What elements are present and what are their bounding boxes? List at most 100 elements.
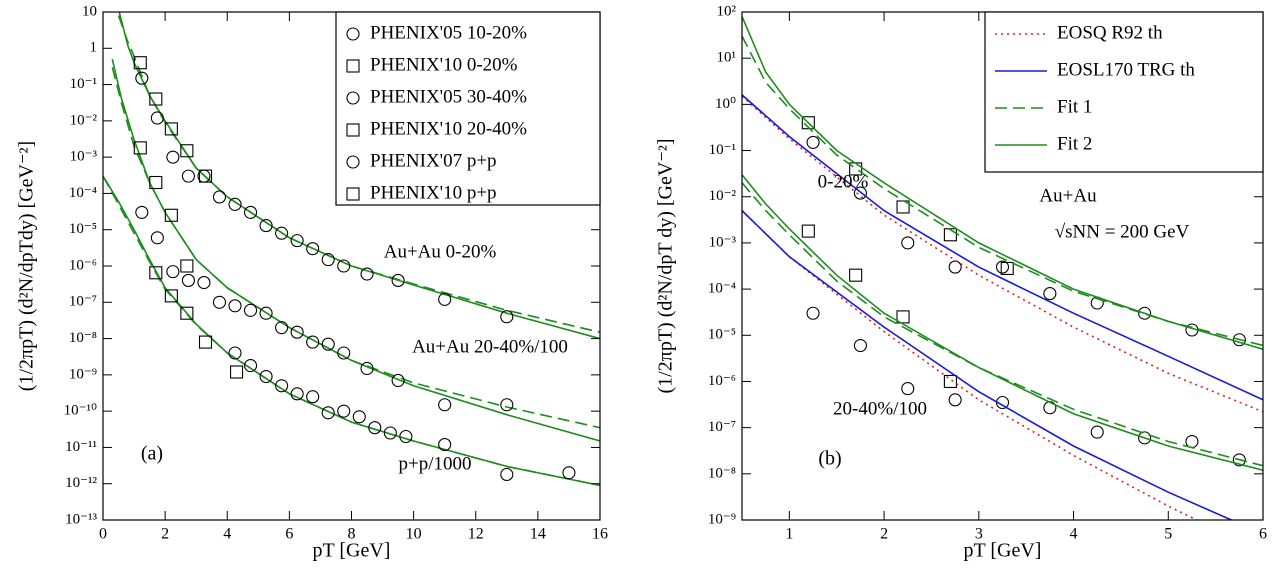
data-point bbox=[259, 219, 273, 233]
model-curve bbox=[742, 16, 1263, 350]
data-point bbox=[321, 406, 335, 420]
data-point bbox=[500, 398, 514, 412]
data-point bbox=[438, 398, 452, 412]
panel-label: (b) bbox=[818, 448, 841, 470]
y-tick-label: 10¹ bbox=[717, 50, 737, 66]
x-tick-label: 16 bbox=[592, 526, 608, 543]
data-point bbox=[853, 186, 867, 200]
data-point bbox=[133, 56, 147, 70]
data-point bbox=[1090, 425, 1104, 439]
data-point bbox=[438, 292, 452, 306]
y-tick-label: 10⁻⁸ bbox=[69, 330, 97, 346]
y-tick-label: 10⁻² bbox=[709, 188, 737, 204]
legend-marker bbox=[346, 155, 360, 169]
legend-label: PHENIX'05 10-20% bbox=[370, 22, 527, 43]
data-point bbox=[1232, 453, 1246, 467]
data-point bbox=[275, 226, 289, 240]
x-tick-label: 2 bbox=[161, 526, 169, 543]
legend-marker bbox=[346, 187, 360, 201]
y-tick-label: 10⁻¹² bbox=[65, 475, 97, 491]
legend-label: Fit 2 bbox=[1057, 133, 1092, 154]
data-point bbox=[181, 169, 195, 183]
data-point bbox=[290, 387, 304, 401]
data-point bbox=[259, 306, 273, 320]
data-point bbox=[150, 111, 164, 125]
x-axis-title: pT [GeV] bbox=[964, 540, 1042, 562]
y-tick-label: 10⁻³ bbox=[709, 234, 737, 250]
data-point bbox=[180, 259, 194, 273]
data-point bbox=[149, 92, 163, 106]
data-point bbox=[321, 253, 335, 267]
x-axis-title: pT [GeV] bbox=[313, 540, 391, 562]
x-tick-label: 4 bbox=[223, 526, 231, 543]
y-tick-label: 10⁻⁴ bbox=[69, 185, 97, 201]
fit-curve bbox=[111, 59, 600, 442]
x-tick-label: 6 bbox=[285, 526, 293, 543]
y-tick-label: 10⁻⁹ bbox=[708, 511, 736, 527]
x-tick-label: 1 bbox=[785, 526, 793, 543]
x-tick-label: 8 bbox=[348, 526, 356, 543]
y-tick-label: 10⁻⁵ bbox=[69, 221, 97, 237]
data-point bbox=[243, 205, 258, 219]
x-tick-label: 6 bbox=[1259, 526, 1267, 543]
data-point bbox=[321, 337, 335, 351]
data-point bbox=[198, 169, 213, 183]
annotation: 0-20% bbox=[818, 171, 869, 192]
data-point bbox=[943, 374, 957, 389]
model-curve bbox=[742, 210, 1199, 520]
x-tick-label: 5 bbox=[1164, 526, 1172, 543]
x-tick-label: 12 bbox=[468, 526, 484, 543]
data-point bbox=[360, 267, 374, 281]
data-point bbox=[150, 231, 164, 245]
data-point bbox=[995, 260, 1010, 274]
annotation: 20-40%/100 bbox=[833, 398, 927, 419]
data-point bbox=[164, 289, 178, 303]
annotation: Au+Au bbox=[1039, 185, 1097, 206]
legend-marker bbox=[346, 59, 360, 73]
annotation: p+p/1000 bbox=[399, 453, 472, 474]
data-point bbox=[181, 273, 195, 287]
model-curve bbox=[742, 94, 1263, 401]
y-tick-label: 10⁻¹³ bbox=[65, 511, 97, 527]
y-tick-label: 1 bbox=[90, 40, 98, 56]
legend-marker bbox=[346, 27, 360, 41]
legend-label: EOSL170 TRG th bbox=[1057, 59, 1195, 80]
annotation: Au+Au 20-40%/100 bbox=[412, 336, 568, 357]
data-point bbox=[948, 393, 962, 407]
data-point bbox=[383, 426, 397, 440]
legend-label: Fit 1 bbox=[1057, 96, 1092, 117]
data-point bbox=[212, 295, 227, 309]
legend-marker bbox=[346, 91, 360, 105]
panel-label: (a) bbox=[141, 443, 163, 465]
fit-curve bbox=[103, 175, 600, 487]
data-point bbox=[306, 335, 320, 349]
legend-label: PHENIX'10 0-20% bbox=[370, 54, 518, 75]
y-tick-label: 10 bbox=[82, 3, 97, 19]
data-point bbox=[306, 242, 320, 256]
data-point bbox=[1043, 287, 1057, 301]
data-point bbox=[1138, 306, 1152, 320]
data-point bbox=[135, 205, 149, 219]
legend-label: PHENIX'05 30-40% bbox=[370, 86, 527, 107]
data-point bbox=[853, 338, 867, 353]
data-point bbox=[1138, 431, 1152, 445]
data-point bbox=[391, 273, 405, 287]
data-point bbox=[149, 266, 163, 280]
data-point bbox=[259, 369, 273, 384]
model-curve bbox=[742, 174, 1263, 471]
y-tick-label: 10⁻¹ bbox=[70, 76, 97, 92]
data-point bbox=[228, 346, 242, 360]
y-axis-title: (1/2πpT) (d²N/dpTdy) [GeV⁻²] bbox=[16, 141, 38, 391]
data-point bbox=[500, 310, 514, 324]
data-point bbox=[290, 325, 304, 339]
data-point bbox=[133, 141, 147, 155]
data-point bbox=[164, 122, 178, 136]
data-point bbox=[228, 197, 242, 211]
data-point bbox=[562, 466, 576, 480]
data-point bbox=[212, 190, 227, 204]
y-tick-label: 10⁻⁷ bbox=[69, 294, 97, 310]
data-point bbox=[368, 421, 382, 435]
fit-curve bbox=[111, 67, 600, 429]
data-point bbox=[896, 310, 910, 324]
y-tick-label: 10² bbox=[717, 3, 737, 19]
